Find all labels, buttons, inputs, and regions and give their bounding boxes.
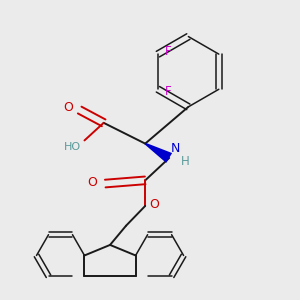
Text: HO: HO: [64, 142, 81, 152]
Text: N: N: [171, 142, 180, 155]
Polygon shape: [145, 143, 172, 163]
Text: F: F: [165, 45, 172, 58]
Text: H: H: [181, 155, 190, 168]
Text: F: F: [165, 85, 172, 98]
Text: O: O: [63, 101, 73, 114]
Text: O: O: [149, 198, 159, 211]
Text: O: O: [87, 176, 97, 189]
